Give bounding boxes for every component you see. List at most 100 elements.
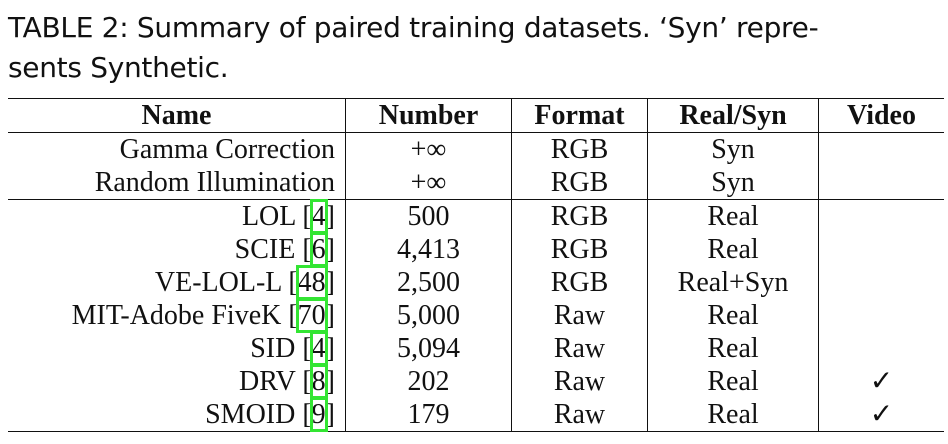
cell: RGB [511,166,648,200]
dataset-name: SID [250,333,296,364]
format: Raw [553,300,606,331]
cell: 179 [345,398,512,432]
citation-link[interactable]: 9 [309,397,328,432]
number: 2,500 [397,267,460,298]
dataset-name: VE-LOL-L [154,267,282,298]
cell: RGB [511,199,648,233]
number: 4,413 [397,234,460,265]
real-syn: Real+Syn [677,267,789,298]
cell: Real [647,365,819,398]
format: RGB [550,234,609,265]
cell: +∞ [345,132,512,166]
cell: Real [647,299,819,332]
cell: ✓ [819,398,945,432]
real-syn: Real [707,300,759,331]
citation-link[interactable]: 4 [309,331,328,366]
citation-link[interactable]: 8 [309,364,328,399]
cell: 2,500 [345,266,512,299]
format: RGB [550,134,609,165]
dataset-name: SMOID [205,399,296,430]
cell [819,200,945,234]
bracket: [ [302,234,312,265]
row: Gamma Correction +∞ RGB Syn [8,132,945,167]
header-cell: Number [345,98,512,133]
cell: Raw [511,365,648,398]
citation-link[interactable]: 6 [309,232,328,267]
dataset-name: DRV [238,366,296,397]
cell [819,299,945,332]
table: Name Number Format Real/Syn Video Gamma Corr… [8,98,944,432]
header-row: Name Number Format Real/Syn Video [8,98,944,133]
bracket: [ [302,366,312,397]
citation-link[interactable]: 70 [295,298,328,333]
format: Raw [553,366,606,397]
real-syn: Real [707,333,759,364]
cell: Raw [511,332,648,365]
number: 202 [407,366,450,397]
bracket: ] [325,333,335,364]
video: ✓ [869,399,894,430]
row: SID [4] 5,094 Raw Real [8,331,944,366]
row: MIT-Adobe FiveK [70] 5,000 Raw Real [8,298,945,333]
cell: Real [647,332,819,365]
caption-line: TABLE 2: Summary of paired training data… [8,11,819,44]
cell: 5,094 [345,332,512,365]
caption: TABLE 2: Summary of paired training data… [8,8,819,88]
format: RGB [550,167,609,198]
header-cell: Real/Syn [647,98,819,133]
dataset-name: LOL [241,201,296,232]
row: SMOID [9] 179 Raw Real ✓ [8,397,945,432]
number: 5,000 [397,300,460,331]
cell: 5,000 [345,299,512,332]
cell: Real [647,398,819,432]
dataset-name: SCIE [234,234,296,265]
row-group: LOL [4] 500 RGB Real SCIE [6] 4,413 RGB Real VE-… [8,199,945,432]
real-syn: Real [707,399,759,430]
citation-link[interactable]: 48 [295,265,328,300]
citation-link[interactable]: 4 [309,199,328,234]
cell: Syn [647,166,819,200]
bracket: ] [325,201,335,232]
bracket: [ [302,333,312,364]
cell: Raw [511,398,648,432]
cell: DRV [8] [8,364,346,399]
cell: Real+Syn [647,266,819,299]
bracket: ] [325,234,335,265]
cell: MIT-Adobe FiveK [70] [8,298,346,333]
cell: Real [647,233,819,266]
caption-line: sents Synthetic. [8,51,229,84]
real-syn: Real [707,234,759,265]
row-group: Gamma Correction +∞ RGB Syn Random Illuminat… [8,132,945,200]
cell: +∞ [345,166,512,200]
real-syn: Syn [711,134,755,165]
real-syn: Real [707,366,759,397]
cell: SID [4] [8,331,346,366]
cell: Gamma Correction [8,132,346,166]
number: 500 [407,201,450,232]
real-syn: Real [707,201,759,232]
cell: Real [647,199,819,233]
cell: VE-LOL-L [48] [8,265,346,300]
number: +∞ [410,167,447,198]
dataset-name: MIT-Adobe FiveK [71,300,282,331]
cell: ✓ [819,365,945,398]
cell: SMOID [9] [8,397,346,432]
cell [819,133,945,167]
cell: 4,413 [345,233,512,266]
dataset-name: Gamma Correction [119,134,335,165]
bracket: ] [325,366,335,397]
bracket: ] [325,399,335,430]
cell: Raw [511,299,648,332]
real-syn: Syn [711,167,755,198]
bracket: [ [288,300,298,331]
row: DRV [8] 202 Raw Real ✓ [8,364,945,399]
cell: 202 [345,365,512,398]
row: VE-LOL-L [48] 2,500 RGB Real+Syn [8,265,944,300]
cell: 500 [345,199,512,233]
row: Random Illumination +∞ RGB Syn [8,166,944,200]
row: LOL [4] 500 RGB Real [8,199,945,234]
header-cell: Name [8,98,346,133]
format: Raw [553,399,606,430]
cell [819,166,945,200]
